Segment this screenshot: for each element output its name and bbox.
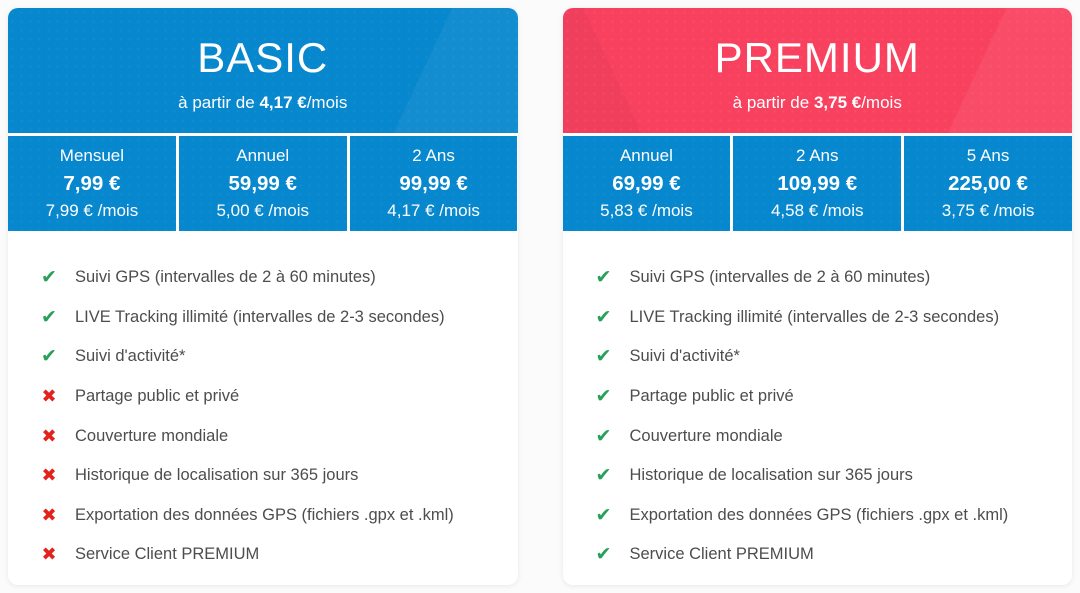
feature-row: ✔ Suivi GPS (intervalles de 2 à 60 minut… xyxy=(38,258,508,298)
feature-row: ✖ Historique de localisation sur 365 jou… xyxy=(38,456,508,496)
tier-monthly: 3,75 € /mois xyxy=(941,201,1035,220)
plan-card-premium: PREMIUM à partir de 3,75 €/mois Annuel 6… xyxy=(562,8,1073,585)
feature-label: Service Client PREMIUM xyxy=(75,545,260,564)
feature-row: ✖ Couverture mondiale xyxy=(38,416,508,456)
feature-row: ✔ LIVE Tracking illimité (intervalles de… xyxy=(593,298,1063,338)
check-icon: ✔ xyxy=(595,386,612,408)
tier-monthly: 5,00 € /mois xyxy=(216,201,310,220)
check-icon: ✔ xyxy=(41,346,57,368)
tagline-prefix: à partir de xyxy=(732,93,814,112)
premium-tier-2ans[interactable]: 2 Ans 109,99 € 4,58 € /mois xyxy=(733,136,902,231)
feature-row: ✖ Service Client PREMIUM xyxy=(38,535,508,575)
tier-price: 225,00 € xyxy=(948,172,1028,195)
feature-label: Historique de localisation sur 365 jours xyxy=(629,466,913,485)
feature-label: Partage public et privé xyxy=(75,387,240,406)
feature-label: Historique de localisation sur 365 jours xyxy=(75,466,359,485)
basic-tier-annuel[interactable]: Annuel 59,99 € 5,00 € /mois xyxy=(178,136,347,231)
feature-row: ✔ Partage public et privé xyxy=(593,377,1063,417)
cross-icon: ✖ xyxy=(41,544,57,565)
tier-period: Mensuel xyxy=(59,146,125,165)
check-icon: ✔ xyxy=(595,465,612,487)
cross-icon: ✖ xyxy=(41,504,57,525)
cross-icon: ✖ xyxy=(41,425,57,446)
premium-feature-list: ✔ Suivi GPS (intervalles de 2 à 60 minut… xyxy=(563,231,1073,585)
tier-price: 99,99 € xyxy=(399,172,468,195)
tier-price: 7,99 € xyxy=(63,172,121,195)
tier-period: Annuel xyxy=(619,146,673,165)
tagline-prefix: à partir de xyxy=(178,93,260,112)
premium-tier-row: Annuel 69,99 € 5,83 € /mois 2 Ans 109,99… xyxy=(562,133,1072,231)
feature-row: ✔ Service Client PREMIUM xyxy=(593,535,1063,575)
feature-label: Suivi d'activité* xyxy=(75,347,186,366)
basic-tier-mensuel[interactable]: Mensuel 7,99 € 7,99 € /mois xyxy=(8,136,176,231)
feature-label: LIVE Tracking illimité (intervalles de 2… xyxy=(75,307,445,326)
basic-feature-list: ✔ Suivi GPS (intervalles de 2 à 60 minut… xyxy=(8,231,518,585)
tagline-price: 4,17 € xyxy=(259,93,307,112)
feature-row: ✔ Suivi d'activité* xyxy=(38,337,508,377)
check-icon: ✔ xyxy=(595,544,612,566)
tier-price: 69,99 € xyxy=(612,172,681,195)
feature-label: LIVE Tracking illimité (intervalles de 2… xyxy=(629,307,1000,326)
feature-label: Partage public et privé xyxy=(629,387,794,406)
basic-card-header: BASIC à partir de 4,17 €/mois xyxy=(8,8,518,133)
cross-icon: ✖ xyxy=(41,465,57,486)
feature-row: ✖ Exportation des données GPS (fichiers … xyxy=(38,496,508,536)
basic-tier-row: Mensuel 7,99 € 7,99 € /mois Annuel 59,99… xyxy=(8,133,518,231)
check-icon: ✔ xyxy=(595,306,612,328)
tier-price: 59,99 € xyxy=(228,172,297,195)
premium-plan-title: PREMIUM xyxy=(714,34,920,81)
check-icon: ✔ xyxy=(41,306,57,328)
check-icon: ✔ xyxy=(41,267,57,289)
feature-row: ✔ LIVE Tracking illimité (intervalles de… xyxy=(38,298,508,338)
basic-plan-tagline: à partir de 4,17 €/mois xyxy=(8,93,518,113)
feature-row: ✔ Couverture mondiale xyxy=(593,416,1063,456)
feature-row: ✔ Exportation des données GPS (fichiers … xyxy=(593,496,1063,536)
feature-label: Couverture mondiale xyxy=(75,426,229,445)
feature-label: Exportation des données GPS (fichiers .g… xyxy=(75,505,454,524)
premium-tier-5ans[interactable]: 5 Ans 225,00 € 3,75 € /mois xyxy=(904,136,1072,231)
feature-label: Service Client PREMIUM xyxy=(629,545,814,564)
tier-monthly: 5,83 € /mois xyxy=(600,201,693,220)
tier-price: 109,99 € xyxy=(777,172,858,195)
feature-row: ✔ Historique de localisation sur 365 jou… xyxy=(593,456,1063,496)
basic-tier-2ans[interactable]: 2 Ans 99,99 € 4,17 € /mois xyxy=(349,136,518,231)
premium-plan-tagline: à partir de 3,75 €/mois xyxy=(563,93,1073,113)
feature-label: Exportation des données GPS (fichiers .g… xyxy=(629,505,1009,524)
tagline-price: 3,75 € xyxy=(813,93,862,112)
tagline-suffix: /mois xyxy=(306,93,348,112)
check-icon: ✔ xyxy=(595,504,612,526)
tier-monthly: 4,17 € /mois xyxy=(387,201,480,220)
tier-monthly: 7,99 € /mois xyxy=(45,201,139,220)
feature-row: ✖ Partage public et privé xyxy=(38,377,508,417)
feature-label: Couverture mondiale xyxy=(629,426,783,445)
tier-period: 5 Ans xyxy=(966,146,1010,165)
tagline-suffix: /mois xyxy=(861,93,902,112)
premium-card-header: PREMIUM à partir de 3,75 €/mois xyxy=(562,8,1073,133)
premium-tier-annuel[interactable]: Annuel 69,99 € 5,83 € /mois xyxy=(562,136,731,231)
cross-icon: ✖ xyxy=(41,386,57,407)
feature-label: Suivi GPS (intervalles de 2 à 60 minutes… xyxy=(75,268,376,287)
feature-row: ✔ Suivi GPS (intervalles de 2 à 60 minut… xyxy=(593,258,1063,298)
tier-period: 2 Ans xyxy=(412,146,455,165)
check-icon: ✔ xyxy=(595,346,612,368)
feature-row: ✔ Suivi d'activité* xyxy=(593,337,1063,377)
feature-label: Suivi d'activité* xyxy=(629,347,740,366)
check-icon: ✔ xyxy=(595,425,612,447)
basic-plan-title: BASIC xyxy=(197,34,329,81)
check-icon: ✔ xyxy=(595,267,612,289)
tier-monthly: 4,58 € /mois xyxy=(770,201,864,220)
tier-period: 2 Ans xyxy=(795,146,839,165)
tier-period: Annuel xyxy=(236,146,290,165)
plan-card-basic: BASIC à partir de 4,17 €/mois Mensuel 7,… xyxy=(8,8,518,585)
feature-label: Suivi GPS (intervalles de 2 à 60 minutes… xyxy=(629,268,931,287)
